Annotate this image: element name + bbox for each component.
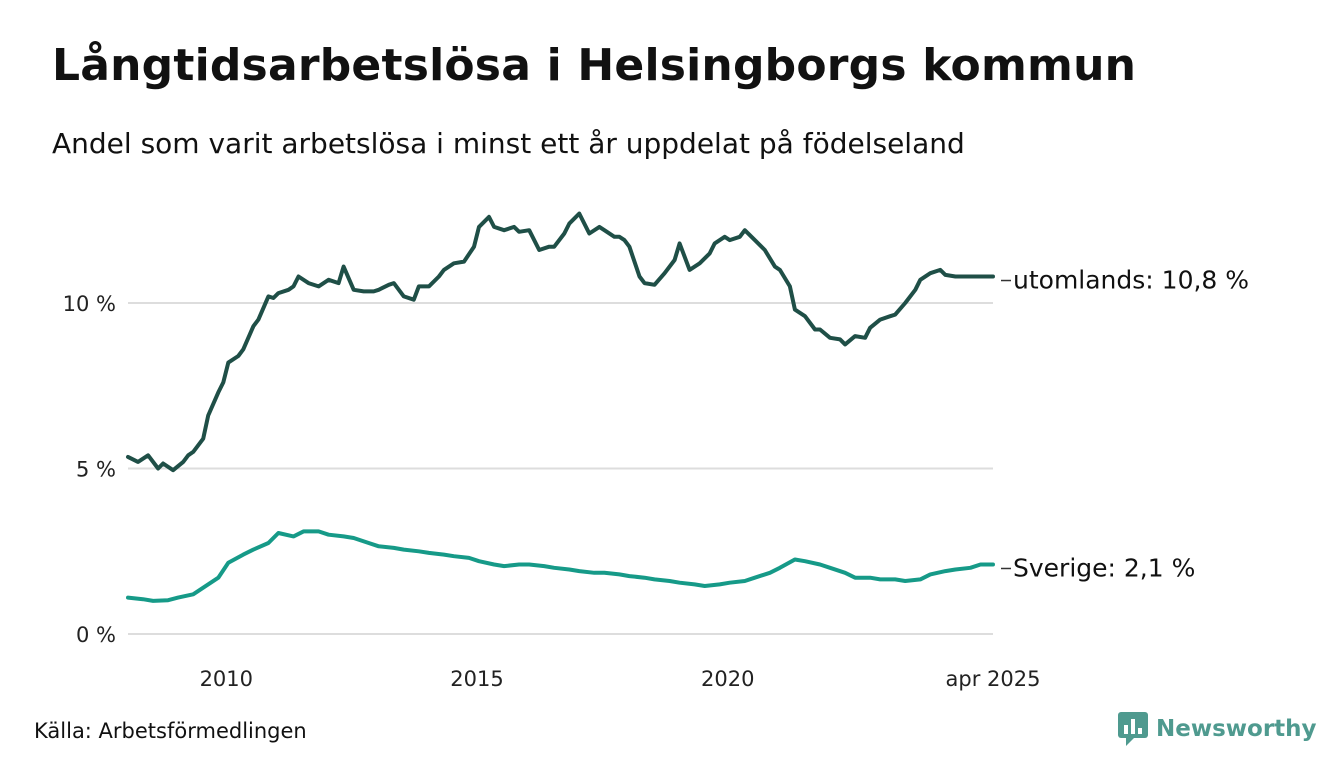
brand-logo: Newsworthy <box>1118 712 1317 746</box>
end-label-sverige: Sverige: 2,1 % <box>1013 553 1195 582</box>
y-tick-label: 10 % <box>63 292 116 316</box>
bar-chart-logo-icon <box>1118 712 1148 746</box>
x-tick-label: 2015 <box>450 667 503 691</box>
y-tick-label: 5 % <box>76 458 116 482</box>
chart-subtitle: Andel som varit arbetslösa i minst ett å… <box>52 127 965 160</box>
x-tick-label: apr 2025 <box>946 667 1041 691</box>
x-tick-label: 2010 <box>200 667 253 691</box>
series-line-utomlands <box>126 211 995 473</box>
series-line-sverige <box>126 529 995 603</box>
end-label-utomlands: utomlands: 10,8 % <box>1013 266 1249 295</box>
brand-name: Newsworthy <box>1156 716 1317 742</box>
y-tick-label: 0 % <box>76 623 116 647</box>
chart-title: Långtidsarbetslösa i Helsingborgs kommun <box>52 40 1137 91</box>
source-note: Källa: Arbetsförmedlingen <box>34 719 307 743</box>
x-tick-label: 2020 <box>701 667 754 691</box>
